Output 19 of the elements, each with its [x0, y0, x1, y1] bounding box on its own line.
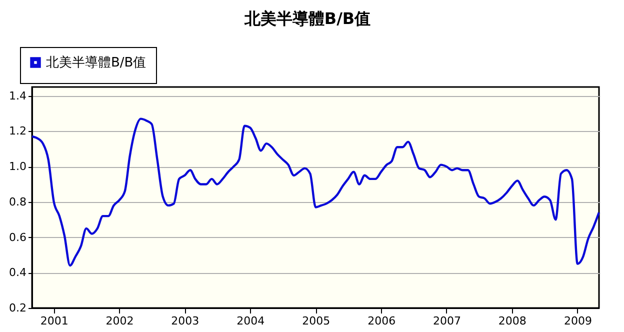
- x-tick-label: 2005: [302, 314, 330, 328]
- line-series: [30, 118, 600, 267]
- y-tick-label: 1.0: [9, 160, 26, 174]
- x-tick-label: 2002: [106, 314, 134, 328]
- x-tick-label: 2006: [368, 314, 396, 328]
- x-tick-label: 2004: [236, 314, 265, 328]
- x-tick-label: 2001: [40, 314, 68, 328]
- y-tick-label: 1.4: [9, 89, 26, 102]
- y-tick-label: 0.4: [9, 266, 26, 280]
- y-tick-label: 0.8: [9, 195, 26, 208]
- legend-label: 北美半導體B/B值: [46, 54, 146, 70]
- x-tick-label: 2003: [171, 314, 200, 328]
- chart-title: 北美半導體B/B值: [243, 9, 371, 28]
- x-tick-label: 2009: [564, 314, 592, 328]
- y-tick-label: 0.2: [9, 302, 26, 314]
- x-tick-label: 2007: [433, 314, 461, 328]
- y-tick-label: 0.6: [9, 230, 26, 244]
- y-tick-label: 1.2: [9, 124, 26, 138]
- x-tick-label: 2008: [498, 314, 526, 328]
